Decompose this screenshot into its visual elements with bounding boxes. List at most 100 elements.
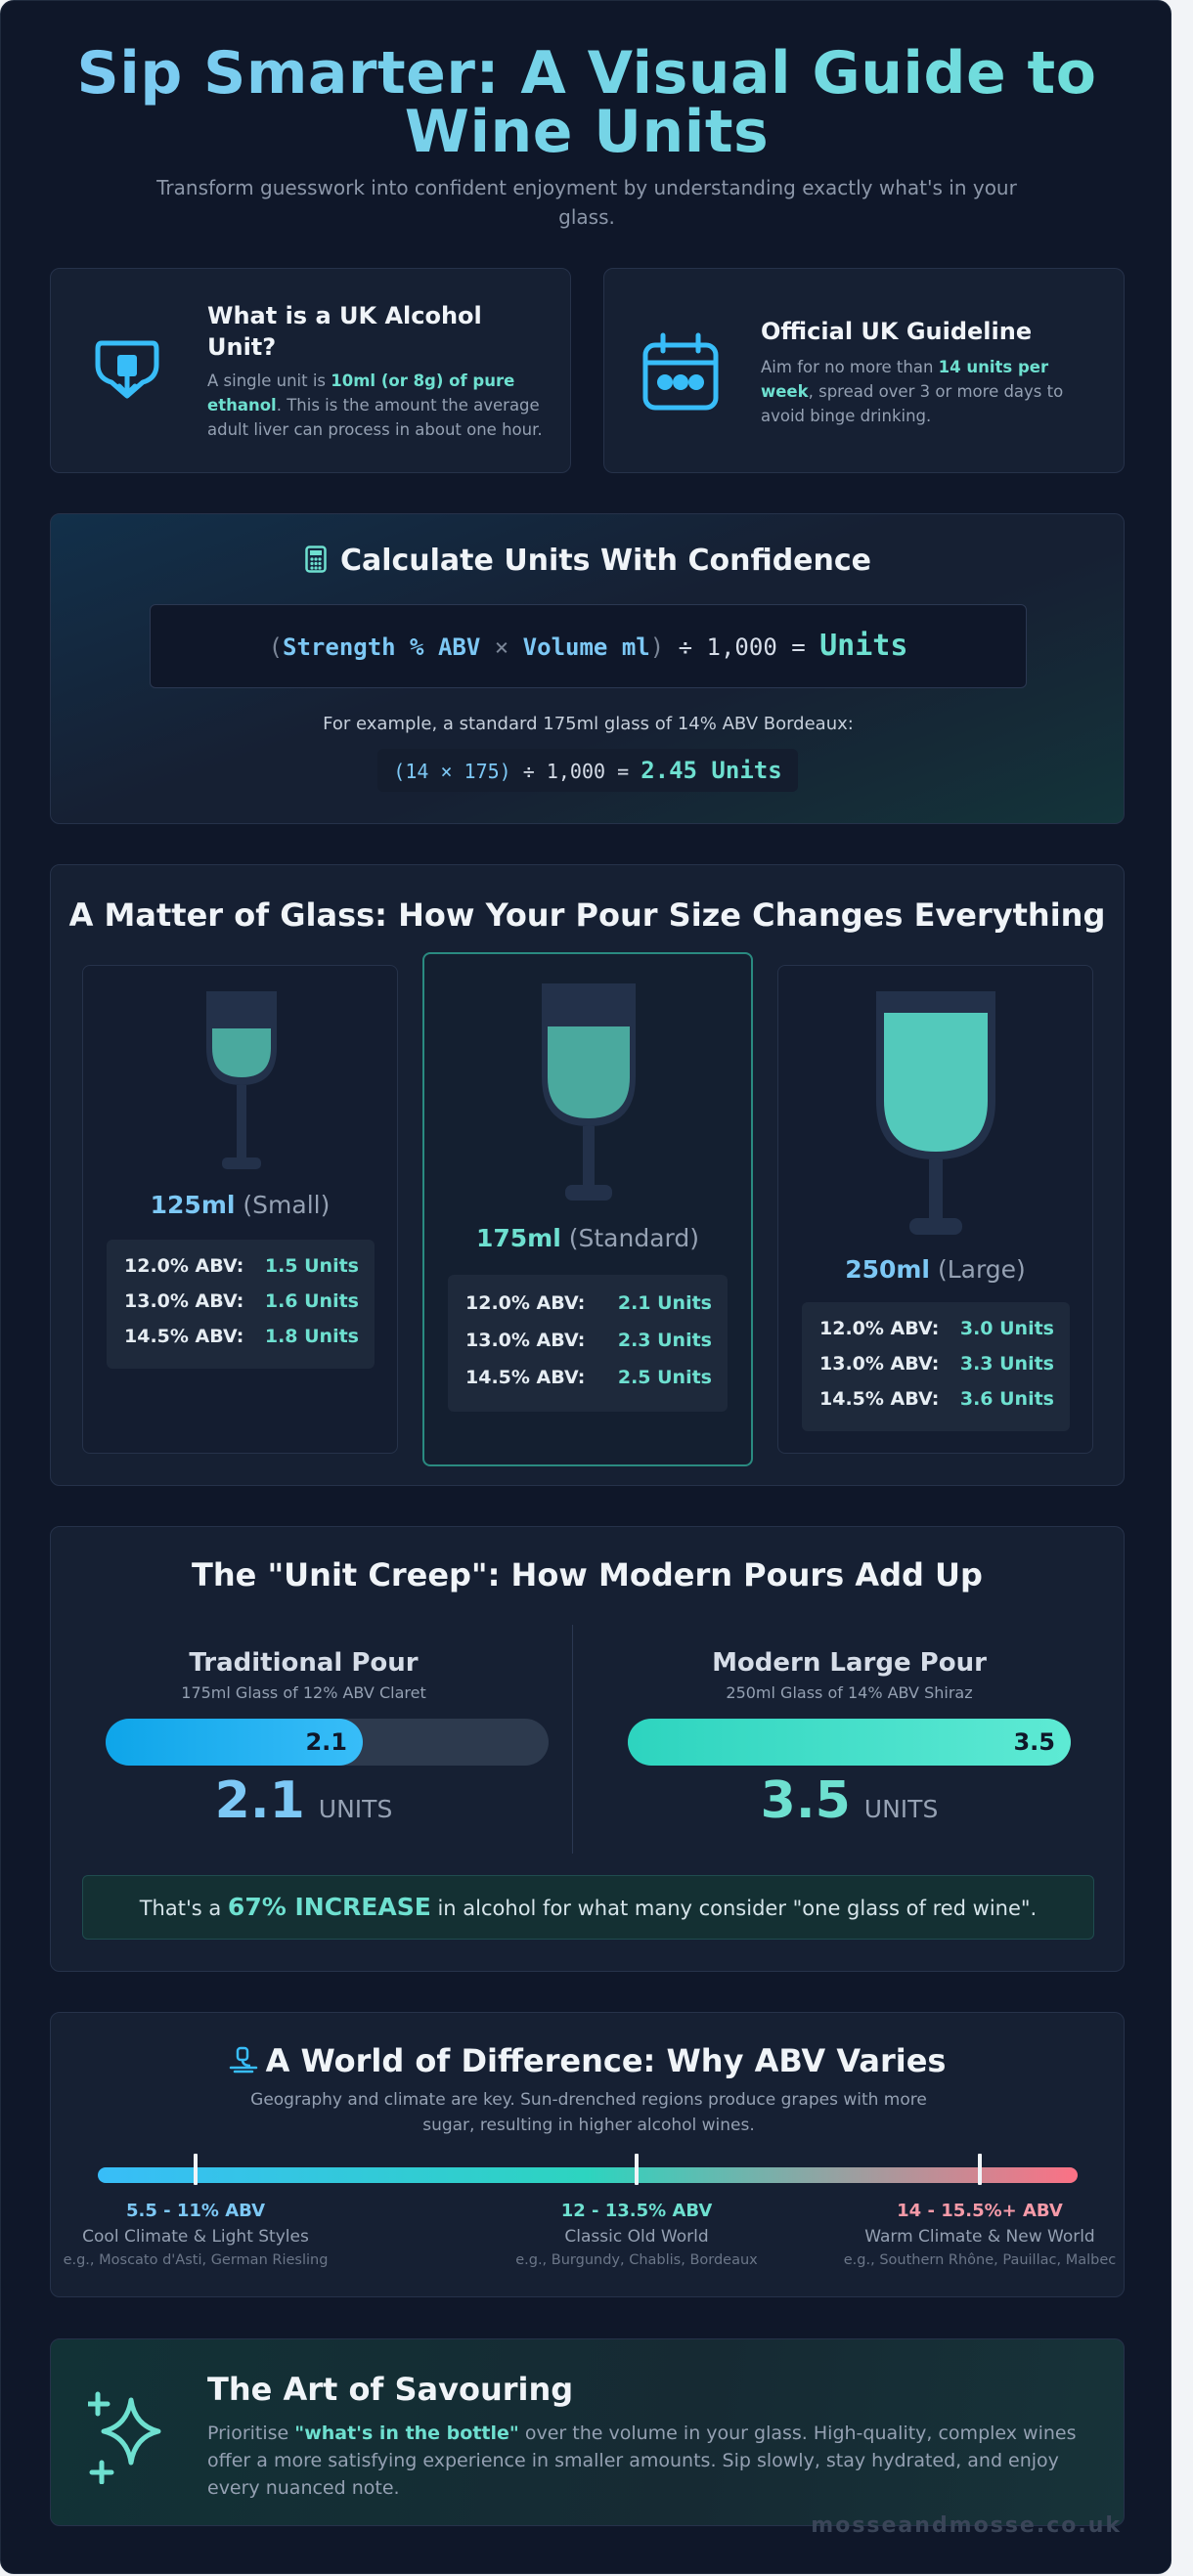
title-line-1: Sip Smarter: A Visual Guide to (76, 39, 1097, 108)
abv-world-section: A World of Difference: Why ABV Varies Ge… (50, 2012, 1125, 2297)
abv-row: 13.0% ABV: 1.6 Units (107, 1290, 375, 1326)
calendar-icon (642, 332, 719, 411)
abv-zone-cool: 5.5 - 11% ABV Cool Climate & Light Style… (39, 2201, 352, 2268)
increase-text-a: That's a (139, 1897, 228, 1920)
modern-bar-value: 3.5 (1013, 1728, 1055, 1756)
abv-units: 1.8 Units (264, 1326, 359, 1347)
footer-watermark: mosseandmosse.co.uk (811, 2513, 1122, 2538)
zone-examples: e.g., Burgundy, Chablis, Bordeaux (515, 2252, 758, 2268)
modern-title: Modern Large Pour (712, 1648, 987, 1678)
example-divide: ÷ 1,000 = (522, 760, 630, 783)
large-wine-glass-icon (876, 991, 995, 1235)
unit-creep-title: The "Unit Creep": How Modern Pours Add U… (192, 1556, 983, 1594)
traditional-units-label: UNITS (318, 1795, 393, 1823)
abv-label: 12.0% ABV: (819, 1318, 940, 1339)
abv-zone-warm: 14 - 15.5%+ ABV Warm Climate & New World… (823, 2201, 1136, 2268)
modern-subtitle: 250ml Glass of 14% ABV Shiraz (726, 1683, 973, 1702)
abv-scale-tick (978, 2154, 982, 2185)
abv-label: 14.5% ABV: (819, 1388, 940, 1410)
formula-close: ) (649, 633, 665, 661)
glass-section-title: A Matter of Glass: How Your Pour Size Ch… (68, 896, 1106, 934)
calculator-icon (305, 546, 327, 573)
guideline-text-b: , spread over 3 or more days to avoid bi… (761, 382, 1064, 425)
calculator-example: (14 × 175) ÷ 1,000 = 2.45 Units (377, 749, 798, 792)
traditional-bar: 2.1 (106, 1719, 549, 1766)
savour-text-a: Prioritise (207, 2423, 295, 2444)
abv-table-small: 12.0% ABV: 1.5 Units 13.0% ABV: 1.6 Units … (107, 1240, 375, 1369)
traditional-subtitle: 175ml Glass of 12% ABV Claret (181, 1683, 426, 1702)
example-result: 2.45 Units (641, 757, 782, 784)
modern-units: 3.5 UNITS (628, 1771, 1071, 1830)
zone-range: 5.5 - 11% ABV (125, 2201, 266, 2221)
abv-label: 13.0% ABV: (819, 1353, 940, 1375)
abv-row: 13.0% ABV: 2.3 Units (448, 1330, 728, 1365)
modern-units-number: 3.5 (760, 1771, 851, 1830)
modern-units-label: UNITS (863, 1795, 939, 1823)
traditional-bar-fill (106, 1719, 363, 1766)
abv-world-subtitle: Geography and climate are key. Sun-drenc… (250, 2090, 927, 2135)
calculator-heading: Calculate Units With Confidence (51, 544, 1126, 578)
unit-text-highlight: 10ml (or 8g) of pure ethanol (207, 371, 515, 415)
abv-scale-bar (98, 2154, 1078, 2185)
glass-size-small: 125ml (150, 1191, 236, 1219)
abv-row: 12.0% ABV: 1.5 Units (107, 1255, 375, 1290)
abv-label: 12.0% ABV: (465, 1292, 586, 1314)
abv-scale-tick (194, 2154, 198, 2185)
abv-units: 2.5 Units (617, 1367, 712, 1388)
unit-card-title: What is a UK Alcohol Unit? (207, 302, 482, 361)
abv-label: 13.0% ABV: (124, 1290, 244, 1312)
glass-size-section: A Matter of Glass: How Your Pour Size Ch… (50, 864, 1125, 1486)
abv-label: 14.5% ABV: (124, 1326, 244, 1347)
unit-definition-card: What is a UK Alcohol Unit? A single unit… (50, 268, 571, 473)
abv-row: 12.0% ABV: 2.1 Units (448, 1292, 728, 1328)
unit-text-a: A single unit is (207, 371, 331, 390)
zone-examples: e.g., Southern Rhône, Pauillac, Malbec (843, 2252, 1117, 2268)
modern-bar-fill (628, 1719, 1071, 1766)
abv-scale-tick (635, 2154, 639, 2185)
formula-strength: Strength % ABV (283, 633, 481, 661)
abv-units: 3.0 Units (959, 1318, 1054, 1339)
glass-card-small: 125ml (Small) 12.0% ABV: 1.5 Units 13.0% … (82, 965, 398, 1454)
abv-units: 2.1 Units (617, 1292, 712, 1314)
glass-label-standard: 175ml (Standard) (424, 1224, 751, 1252)
abv-units: 3.3 Units (959, 1353, 1054, 1375)
traditional-title: Traditional Pour (189, 1648, 419, 1678)
increase-highlight: 67% INCREASE (227, 1893, 431, 1921)
glass-label-small: 125ml (Small) (83, 1191, 397, 1219)
glass-name-standard: (Standard) (568, 1224, 699, 1252)
guideline-card-title: Official UK Guideline (761, 318, 1033, 345)
abv-row: 14.5% ABV: 1.8 Units (107, 1326, 375, 1361)
traditional-units-number: 2.1 (214, 1771, 305, 1830)
calculator-title: Calculate Units With Confidence (339, 544, 872, 578)
creep-divider (572, 1625, 573, 1854)
page-subtitle: Transform guesswork into confident enjoy… (156, 176, 1017, 229)
abv-units: 1.5 Units (264, 1255, 359, 1277)
formula-open: ( (268, 633, 284, 661)
unit-creep-section: The "Unit Creep": How Modern Pours Add U… (50, 1526, 1125, 1972)
page-title: Sip Smarter: A Visual Guide to Wine Unit… (1, 44, 1172, 161)
standard-wine-glass-icon (542, 983, 636, 1201)
guideline-card-text: Aim for no more than 14 units per week, … (761, 355, 1074, 428)
savouring-title: The Art of Savouring (207, 2371, 574, 2408)
zone-label: Classic Old World (564, 2227, 709, 2247)
modern-bar: 3.5 (628, 1719, 1071, 1766)
abv-zone-classic: 12 - 13.5% ABV Classic Old World e.g., B… (480, 2201, 793, 2268)
traditional-units: 2.1 UNITS (82, 1771, 525, 1830)
abv-row: 12.0% ABV: 3.0 Units (802, 1318, 1070, 1353)
traditional-bar-value: 2.1 (305, 1728, 347, 1756)
zone-range: 12 - 13.5% ABV (560, 2201, 713, 2221)
abv-label: 12.0% ABV: (124, 1255, 244, 1277)
unit-card-text: A single unit is 10ml (or 8g) of pure et… (207, 369, 545, 442)
glass-drop-icon (95, 340, 159, 399)
formula-divide: ÷ 1,000 = (678, 633, 806, 661)
unit-text-b: . This is the amount the average adult l… (207, 396, 543, 439)
formula-result: Units (819, 629, 908, 663)
abv-row: 14.5% ABV: 2.5 Units (448, 1367, 728, 1402)
abv-world-title: A World of Difference: Why ABV Varies (265, 2042, 947, 2079)
guideline-text-a: Aim for no more than (761, 358, 939, 376)
guideline-text-highlight: 14 units per week (761, 358, 1049, 401)
sparkle-icon (88, 2391, 161, 2484)
guideline-card: Official UK Guideline Aim for no more th… (603, 268, 1125, 473)
glass-card-standard: 175ml (Standard) 12.0% ABV: 2.1 Units 13.… (422, 952, 753, 1466)
